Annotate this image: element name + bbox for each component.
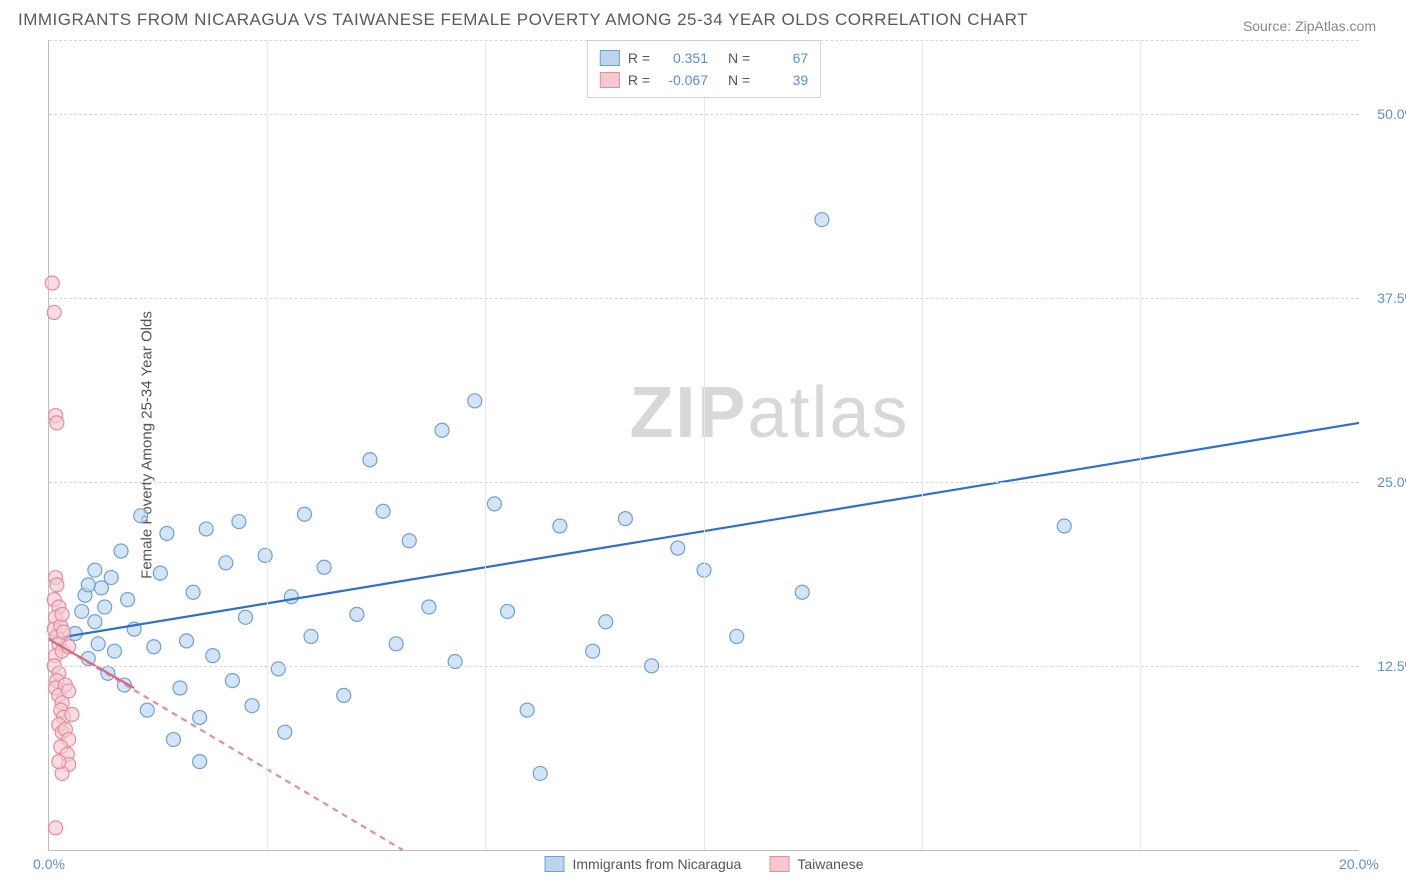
legend-row: R = -0.067 N = 39 [600,69,808,91]
chart-title: IMMIGRANTS FROM NICARAGUA VS TAIWANESE F… [18,10,1028,30]
x-tick-label: 20.0% [1339,856,1379,872]
source-attribution: Source: ZipAtlas.com [1243,18,1376,34]
x-tick-label: 0.0% [33,856,65,872]
legend-swatch-pink [769,856,789,872]
legend-swatch-blue [545,856,565,872]
chart-area: Female Poverty Among 25-34 Year Olds ZIP… [48,40,1358,850]
y-tick-label: 37.5% [1377,290,1406,306]
y-tick-label: 12.5% [1377,658,1406,674]
legend-item: Taiwanese [769,856,863,872]
legend-item: Immigrants from Nicaragua [545,856,742,872]
y-tick-label: 25.0% [1377,474,1406,490]
y-tick-label: 50.0% [1377,106,1406,122]
chart-container: IMMIGRANTS FROM NICARAGUA VS TAIWANESE F… [0,0,1406,892]
correlation-legend: R = 0.351 N = 67 R = -0.067 N = 39 [587,40,821,98]
legend-swatch-pink [600,72,620,88]
legend-swatch-blue [600,50,620,66]
legend-row: R = 0.351 N = 67 [600,47,808,69]
plot-region: ZIPatlas R = 0.351 N = 67 R = -0.067 N =… [48,40,1359,851]
series-legend: Immigrants from Nicaragua Taiwanese [545,856,864,872]
